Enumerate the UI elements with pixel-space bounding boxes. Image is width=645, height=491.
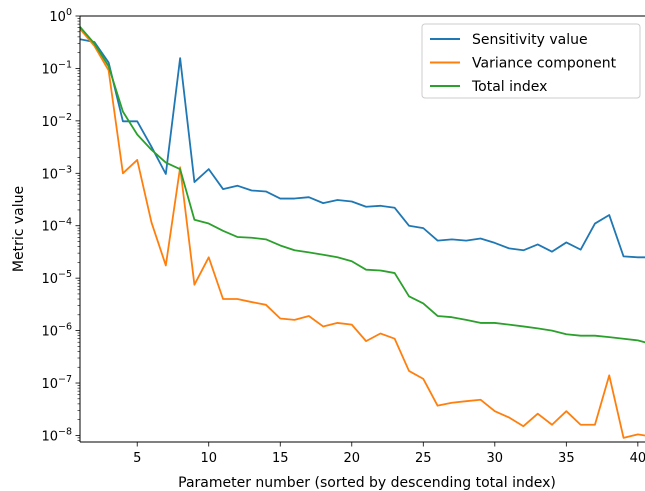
legend-label: Sensitivity value: [472, 32, 588, 48]
x-tick-label: 40: [630, 451, 645, 466]
plot-lines: [80, 26, 645, 439]
y-tick-label: 10−1: [41, 59, 72, 77]
x-tick-label: 15: [272, 451, 289, 466]
x-tick-label: 35: [558, 451, 575, 466]
y-tick-label: 100: [49, 7, 72, 25]
y-tick-label: 10−3: [41, 164, 72, 182]
legend-box: [421, 23, 641, 99]
x-tick-label: 30: [487, 451, 504, 466]
series-line-1: [80, 38, 645, 259]
x-tick-label: 5: [133, 451, 141, 466]
y-tick-label: 10−6: [41, 322, 72, 340]
y-tick-label: 10−2: [41, 112, 72, 130]
x-tick-label: 10: [200, 451, 217, 466]
x-tick-label: 25: [415, 451, 432, 466]
y-tick-label: 10−7: [41, 374, 72, 392]
series-line-2: [80, 28, 645, 439]
series-line-3: [80, 26, 645, 344]
legend: Sensitivity value Variance component Total…: [421, 23, 641, 99]
x-tick-label: 20: [343, 451, 360, 466]
y-tick-label: 10−5: [41, 269, 72, 287]
legend-label: Variance component: [472, 56, 617, 72]
x-axis-label: Parameter number (sorted by descending t…: [178, 475, 556, 491]
y-tick-label: 10−4: [41, 217, 72, 235]
legend-label: Total index: [471, 79, 547, 95]
axes: 100 10−1 10−2 10−3 10−4 10−5 10−6 10−7 10−8 5 10 15…: [41, 7, 645, 466]
y-axis-label: Metric value: [11, 186, 27, 272]
y-tick-label: 10−8: [41, 426, 72, 444]
